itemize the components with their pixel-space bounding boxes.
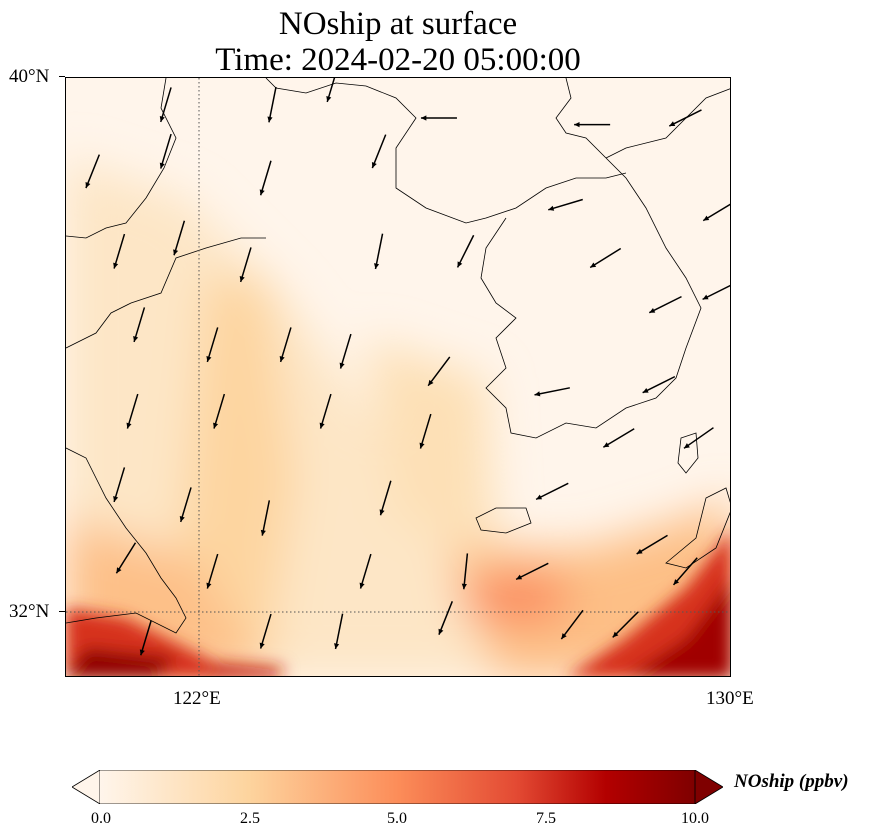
wind-arrow xyxy=(535,482,569,501)
wind-arrow xyxy=(379,480,392,516)
wind-arrow xyxy=(206,553,219,589)
wind-arrow xyxy=(206,327,219,363)
wind-arrow xyxy=(260,500,271,536)
lon-tick-label: 130°E xyxy=(706,688,754,709)
wind-arrow xyxy=(548,198,583,211)
colorbar-label: NOship (ppbv) xyxy=(734,771,849,792)
wind-arrow xyxy=(113,233,126,269)
wind-arrow xyxy=(602,428,635,448)
wind-arrow xyxy=(420,115,457,121)
wind-arrow xyxy=(461,553,469,590)
wind-arrow xyxy=(456,234,475,268)
map-title: NOship at surface xyxy=(278,6,518,42)
tick-mark xyxy=(59,611,65,612)
wind-arrow xyxy=(179,487,192,523)
wind-arrow xyxy=(239,247,252,283)
wind-arrow xyxy=(702,284,730,301)
wind-arrow xyxy=(259,613,272,649)
colorbar-tick: 10.0 xyxy=(681,810,709,827)
wind-arrow xyxy=(159,87,172,123)
colorbar-tick: 7.5 xyxy=(536,810,556,827)
wind-arrow xyxy=(515,562,549,581)
wind-arrow xyxy=(139,620,152,656)
wind-arrow xyxy=(279,327,292,363)
wind-arrow xyxy=(267,86,277,123)
wind-arrow xyxy=(85,154,101,189)
colorbar-extend-min xyxy=(72,770,101,804)
high-concentration-areas xyxy=(66,530,730,676)
wind-arrow xyxy=(636,534,668,555)
wind-arrow xyxy=(419,413,432,449)
wind-arrow xyxy=(159,133,172,169)
wind-arrow xyxy=(326,78,336,103)
colorbar-extend-max xyxy=(694,770,723,804)
gridlines xyxy=(66,78,730,676)
wind-arrow xyxy=(589,247,622,269)
lat-tick-label: 40°N xyxy=(9,66,50,87)
coastlines xyxy=(66,78,730,634)
wind-arrow xyxy=(371,134,387,169)
map-canvas xyxy=(66,78,730,676)
lon-tick-label: 122°E xyxy=(173,688,221,709)
map-time: Time: 2024-02-20 05:00:00 xyxy=(215,42,581,78)
wind-arrow xyxy=(438,601,454,635)
wind-arrow xyxy=(702,203,730,222)
colorbar-tick: 0.0 xyxy=(91,810,111,827)
wind-arrow xyxy=(427,356,451,387)
map-panel xyxy=(65,77,731,677)
wind-arrow xyxy=(213,393,226,429)
colorbar-tick: 5.0 xyxy=(387,810,407,827)
wind-arrow xyxy=(259,160,272,196)
wind-arrow xyxy=(534,387,570,397)
wind-arrow xyxy=(560,609,584,640)
wind-arrow xyxy=(339,333,352,369)
wind-vectors xyxy=(85,78,730,656)
lat-tick-label: 32°N xyxy=(9,601,50,622)
wind-arrow xyxy=(612,611,639,638)
colorbar-gradient xyxy=(100,770,695,804)
tick-mark xyxy=(59,76,65,77)
wind-arrow xyxy=(648,295,682,314)
wind-arrow xyxy=(642,375,676,394)
colorbar-tick: 2.5 xyxy=(240,810,260,827)
wind-arrow xyxy=(319,393,332,429)
wind-arrow xyxy=(115,542,137,574)
wind-arrow xyxy=(133,307,146,343)
colorbar xyxy=(72,770,723,804)
wind-arrow xyxy=(683,427,714,449)
wind-arrow xyxy=(359,553,372,589)
wind-arrow xyxy=(334,613,344,650)
wind-arrow xyxy=(668,109,702,127)
wind-arrow xyxy=(672,557,698,586)
wind-arrow xyxy=(574,122,611,128)
concentration-field xyxy=(66,158,730,676)
wind-arrow xyxy=(113,467,126,503)
wind-arrow xyxy=(173,220,186,256)
wind-arrow xyxy=(126,393,139,429)
wind-arrow xyxy=(373,233,384,270)
